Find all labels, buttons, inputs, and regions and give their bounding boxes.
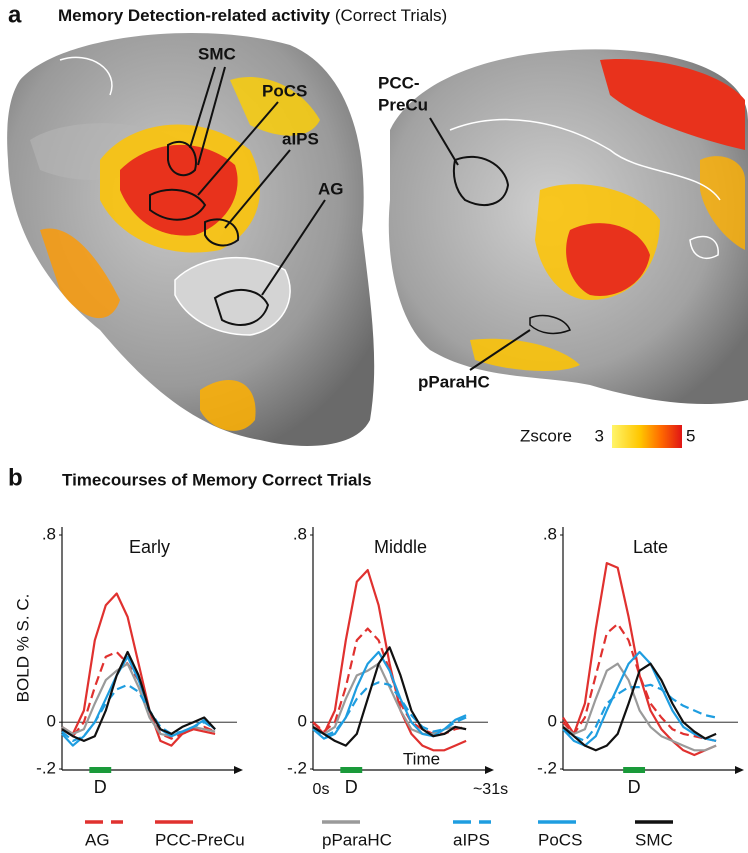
title-main: Memory Detection-related activity	[58, 6, 331, 25]
y-tick-label: -.2	[36, 758, 56, 777]
y-tick-label: -.2	[287, 758, 307, 777]
y-tick-label: 0	[298, 712, 307, 731]
legend-label: aIPS	[453, 830, 490, 849]
region-label: PreCu	[378, 95, 428, 114]
series-line	[61, 650, 216, 742]
region-labels: SMC PoCS aIPS AG PCC- PreCu pParaHC	[198, 44, 490, 391]
region-label: pParaHC	[418, 372, 490, 391]
x-tick-label: ~31s	[473, 781, 508, 798]
x-axis-arrow	[234, 766, 243, 774]
panel-title: Memory Detection-related activity (Corre…	[58, 6, 447, 25]
series-line	[312, 646, 467, 747]
x-axis-arrow	[735, 766, 744, 774]
series-line	[562, 650, 717, 747]
region-label: AG	[318, 179, 344, 198]
chart-title: Late	[633, 537, 668, 557]
series-line	[562, 562, 717, 757]
left-brain	[7, 32, 375, 446]
legend-label: pParaHC	[322, 830, 392, 849]
stimulus-bar	[340, 767, 363, 773]
region-label: PoCS	[262, 81, 307, 100]
legend-label: AG	[85, 830, 110, 849]
region-label: aIPS	[282, 129, 319, 148]
colorbar-max: 5	[686, 426, 695, 445]
region-label: PCC-	[378, 73, 420, 92]
series-line	[312, 627, 467, 735]
title-sub: (Correct Trials)	[335, 6, 447, 25]
y-tick-label: -.2	[537, 758, 557, 777]
legend-label: PCC-PreCu	[155, 830, 245, 849]
chart-title: Middle	[374, 537, 427, 557]
x-axis-arrow	[485, 766, 494, 774]
series-line	[562, 662, 717, 752]
legend-label: PoCS	[538, 830, 582, 849]
panel-label: a	[8, 1, 22, 28]
y-tick-label: .8	[543, 524, 557, 543]
series-line	[61, 592, 216, 747]
stimulus-bar	[89, 767, 112, 773]
panel-label: b	[8, 464, 23, 491]
panel-title: Timecourses of Memory Correct Trials	[62, 470, 372, 489]
y-tick-label: .8	[42, 524, 56, 543]
stimulus-label: D	[345, 777, 358, 797]
series-line	[562, 622, 717, 742]
y-tick-label: 0	[548, 712, 557, 731]
chart-title: Early	[129, 537, 170, 557]
stimulus-label: D	[628, 777, 641, 797]
series-line	[312, 650, 467, 740]
x-tick-label: 0s	[313, 781, 330, 798]
y-tick-label: 0	[47, 712, 56, 731]
stimulus-label: D	[94, 777, 107, 797]
series-line	[312, 569, 467, 752]
stimulus-bar	[623, 767, 646, 773]
region-label: SMC	[198, 44, 236, 63]
legend-label: SMC	[635, 830, 673, 849]
pointer-lines	[189, 66, 531, 371]
series-line	[562, 683, 717, 742]
series-line	[61, 683, 216, 742]
right-brain	[388, 49, 748, 405]
y-axis-label: BOLD % S. C.	[13, 594, 32, 703]
colorbar-label: Zscore	[520, 426, 572, 445]
colorbar-min: 3	[595, 426, 604, 445]
series-line	[562, 662, 717, 752]
series-line	[61, 655, 216, 747]
colorbar	[612, 425, 682, 448]
x-axis-label: Time	[403, 749, 440, 768]
y-tick-label: .8	[293, 524, 307, 543]
